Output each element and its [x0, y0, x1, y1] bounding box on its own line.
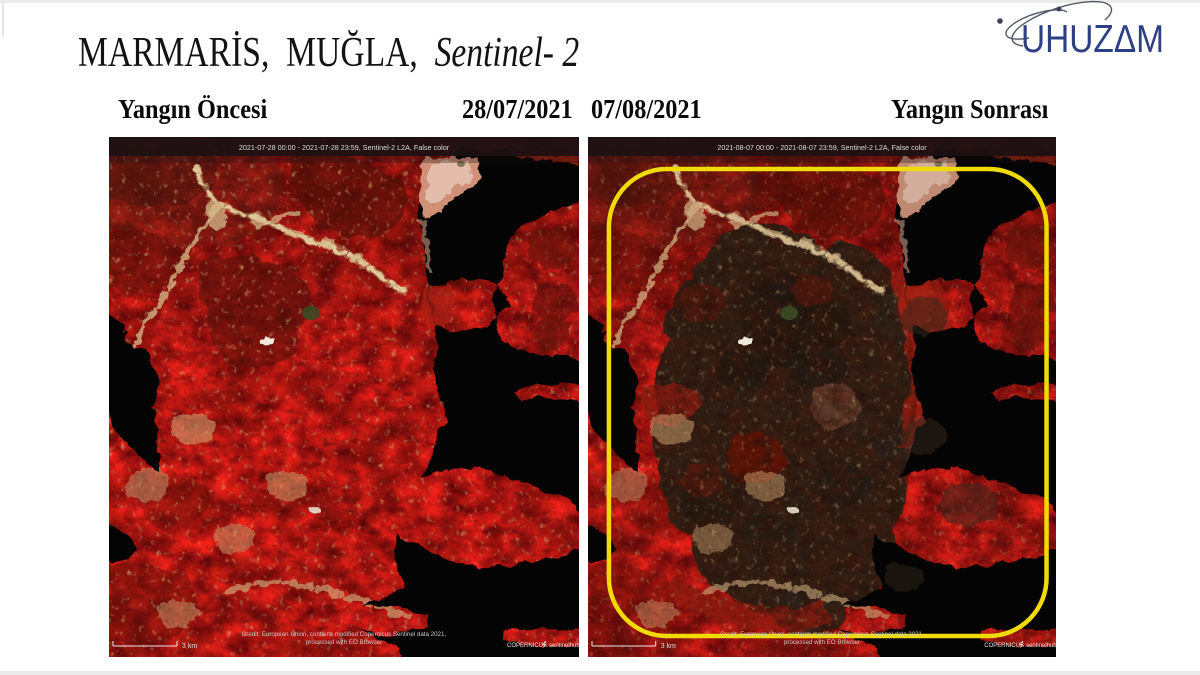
- svg-text:COPERNICUS: COPERNICUS: [507, 643, 547, 649]
- svg-text:UHUZΔM: UHUZΔM: [1021, 18, 1164, 61]
- svg-text:Credit: European Union, contai: Credit: European Union, contains modifie…: [720, 631, 924, 638]
- svg-text:3 km: 3 km: [182, 643, 197, 650]
- svg-text:3 km: 3 km: [661, 643, 676, 650]
- svg-text:sentinelhub: sentinelhub: [1026, 643, 1056, 649]
- svg-text:sentinelhub: sentinelhub: [549, 643, 579, 649]
- svg-text:processed with EO Browser: processed with EO Browser: [784, 639, 860, 646]
- svg-text:COPERNICUS: COPERNICUS: [984, 643, 1024, 649]
- svg-text:2021-07-28 00:00 - 2021-07-28: 2021-07-28 00:00 - 2021-07-28 23:59, Sen…: [239, 143, 450, 152]
- svg-text:2021-08-07 00:00 - 2021-08-07: 2021-08-07 00:00 - 2021-08-07 23:59, Sen…: [717, 144, 927, 152]
- svg-text:Credit: European Union, contai: Credit: European Union, contains modifie…: [242, 631, 447, 638]
- svg-text:processed with EO Browser: processed with EO Browser: [306, 639, 382, 646]
